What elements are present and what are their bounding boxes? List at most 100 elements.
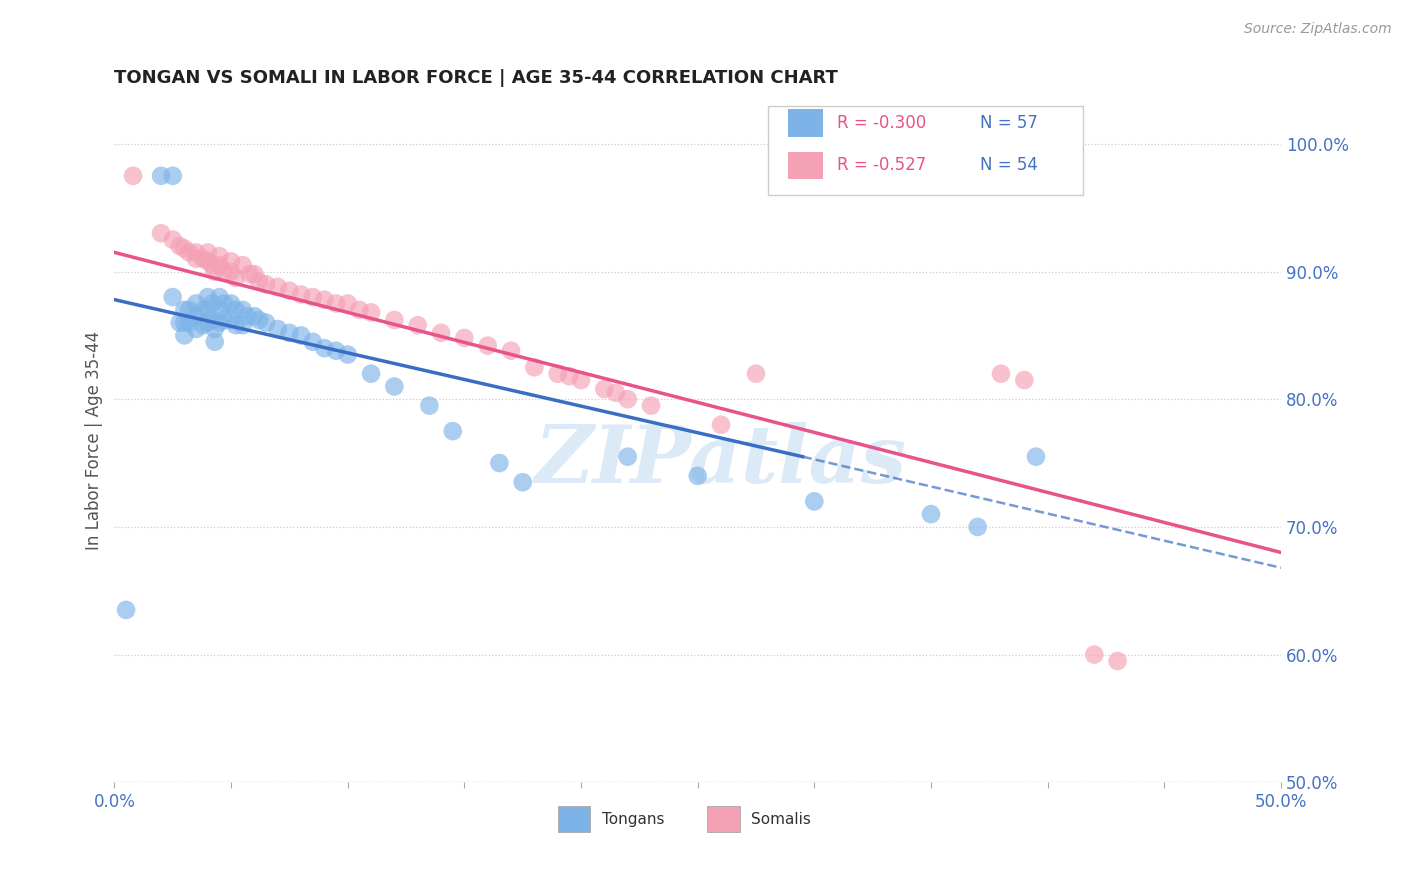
Point: [441, 424, 464, 438]
Point: [558, 369, 581, 384]
Point: [569, 373, 592, 387]
Point: [197, 290, 219, 304]
Point: [212, 264, 235, 278]
Point: [593, 382, 616, 396]
Point: [232, 258, 254, 272]
Text: Somalis: Somalis: [751, 812, 811, 827]
Point: [191, 318, 214, 333]
Point: [204, 334, 226, 349]
Point: [314, 341, 336, 355]
FancyBboxPatch shape: [558, 806, 591, 832]
Point: [208, 316, 231, 330]
Point: [990, 367, 1012, 381]
Point: [360, 367, 382, 381]
Point: [219, 313, 242, 327]
Point: [197, 245, 219, 260]
Point: [616, 392, 638, 407]
Point: [523, 360, 546, 375]
Point: [204, 264, 226, 278]
Point: [219, 264, 242, 278]
Text: N = 54: N = 54: [980, 156, 1038, 175]
Point: [247, 313, 270, 327]
Point: [254, 277, 277, 292]
Point: [115, 603, 138, 617]
Text: N = 57: N = 57: [980, 114, 1038, 132]
Point: [162, 233, 184, 247]
Point: [382, 379, 405, 393]
Point: [382, 313, 405, 327]
Point: [686, 468, 709, 483]
Point: [184, 310, 207, 324]
Point: [267, 280, 290, 294]
Point: [267, 322, 290, 336]
FancyBboxPatch shape: [707, 806, 740, 832]
Point: [336, 347, 359, 361]
Point: [360, 305, 382, 319]
Point: [325, 343, 347, 358]
Text: R = -0.527: R = -0.527: [837, 156, 925, 175]
Point: [201, 296, 224, 310]
Point: [803, 494, 825, 508]
FancyBboxPatch shape: [787, 110, 823, 136]
Point: [204, 322, 226, 336]
Text: Tongans: Tongans: [602, 812, 665, 827]
Point: [184, 245, 207, 260]
Point: [243, 267, 266, 281]
Point: [1014, 373, 1036, 387]
Point: [173, 328, 195, 343]
Point: [236, 310, 259, 324]
Point: [162, 290, 184, 304]
Point: [290, 328, 312, 343]
Point: [191, 252, 214, 266]
Point: [169, 239, 191, 253]
Point: [122, 169, 145, 183]
Point: [418, 399, 440, 413]
Point: [219, 296, 242, 310]
Point: [745, 367, 768, 381]
Point: [225, 302, 247, 317]
Point: [177, 316, 200, 330]
Point: [325, 296, 347, 310]
Point: [453, 331, 475, 345]
Point: [239, 267, 262, 281]
Point: [512, 475, 534, 490]
Point: [1083, 648, 1105, 662]
Point: [212, 313, 235, 327]
Point: [208, 249, 231, 263]
Point: [966, 520, 988, 534]
Point: [162, 169, 184, 183]
Point: [184, 322, 207, 336]
Point: [243, 310, 266, 324]
Point: [616, 450, 638, 464]
Point: [197, 254, 219, 268]
FancyBboxPatch shape: [787, 152, 823, 179]
Point: [430, 326, 453, 340]
Point: [301, 290, 323, 304]
Point: [314, 293, 336, 307]
Point: [225, 271, 247, 285]
Point: [208, 290, 231, 304]
Point: [173, 316, 195, 330]
Text: ZIPatlas: ZIPatlas: [534, 423, 907, 500]
Point: [290, 287, 312, 301]
Point: [547, 367, 569, 381]
Point: [406, 318, 429, 333]
Point: [212, 296, 235, 310]
Point: [173, 242, 195, 256]
Point: [477, 338, 499, 352]
Point: [499, 343, 522, 358]
Point: [208, 258, 231, 272]
Point: [710, 417, 733, 432]
Point: [197, 302, 219, 317]
Text: Source: ZipAtlas.com: Source: ZipAtlas.com: [1244, 22, 1392, 37]
Text: R = -0.300: R = -0.300: [837, 114, 925, 132]
Point: [278, 284, 301, 298]
Point: [169, 316, 191, 330]
Point: [232, 302, 254, 317]
FancyBboxPatch shape: [768, 106, 1083, 194]
Point: [197, 316, 219, 330]
Point: [150, 226, 173, 240]
Point: [1025, 450, 1047, 464]
Point: [173, 302, 195, 317]
Point: [184, 296, 207, 310]
